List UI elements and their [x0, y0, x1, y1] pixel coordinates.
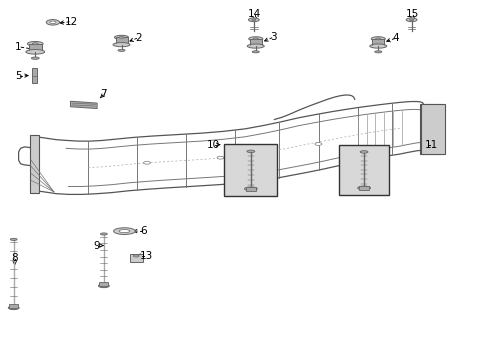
Bar	[116, 37, 127, 45]
Bar	[372, 39, 384, 46]
Bar	[420, 104, 440, 154]
Ellipse shape	[358, 186, 370, 190]
Ellipse shape	[371, 37, 385, 41]
Ellipse shape	[252, 51, 259, 53]
Bar	[99, 282, 108, 286]
Ellipse shape	[370, 44, 387, 48]
Text: 15: 15	[406, 9, 419, 19]
Text: 8: 8	[11, 253, 18, 264]
Ellipse shape	[217, 156, 224, 159]
Ellipse shape	[118, 49, 125, 51]
Ellipse shape	[253, 38, 258, 40]
Ellipse shape	[26, 50, 45, 54]
Ellipse shape	[100, 233, 107, 235]
Bar	[30, 135, 39, 193]
Ellipse shape	[410, 19, 414, 21]
Bar	[28, 44, 42, 52]
Ellipse shape	[248, 18, 259, 22]
Ellipse shape	[406, 18, 417, 22]
Ellipse shape	[245, 187, 257, 191]
Bar	[246, 187, 256, 191]
Ellipse shape	[266, 150, 273, 153]
Ellipse shape	[115, 35, 128, 40]
Ellipse shape	[247, 44, 264, 48]
Ellipse shape	[114, 228, 135, 234]
Bar	[9, 304, 18, 308]
Text: 14: 14	[248, 9, 262, 19]
Text: 13: 13	[139, 251, 153, 261]
Ellipse shape	[119, 230, 130, 233]
Ellipse shape	[249, 37, 263, 41]
Bar	[224, 144, 277, 196]
Text: 6: 6	[141, 226, 147, 236]
Ellipse shape	[8, 306, 19, 310]
Text: 2: 2	[135, 33, 142, 43]
Polygon shape	[71, 101, 97, 109]
Ellipse shape	[32, 43, 38, 45]
Ellipse shape	[315, 143, 322, 145]
Text: 9: 9	[94, 240, 100, 251]
Ellipse shape	[46, 19, 60, 25]
Bar	[130, 254, 143, 262]
Ellipse shape	[50, 21, 56, 23]
Bar	[359, 186, 369, 190]
Text: 10: 10	[207, 140, 220, 150]
Text: 12: 12	[64, 17, 78, 27]
Ellipse shape	[360, 150, 368, 153]
Text: 1: 1	[15, 42, 22, 52]
Text: 11: 11	[424, 140, 438, 150]
Ellipse shape	[252, 19, 256, 21]
Text: 3: 3	[270, 32, 277, 42]
Bar	[250, 39, 262, 46]
Text: 5: 5	[15, 71, 22, 81]
Ellipse shape	[27, 41, 43, 46]
Bar	[339, 145, 389, 195]
Ellipse shape	[376, 38, 381, 40]
Ellipse shape	[31, 57, 39, 59]
Ellipse shape	[98, 284, 109, 288]
Ellipse shape	[133, 255, 139, 257]
Ellipse shape	[10, 238, 17, 240]
Ellipse shape	[375, 51, 382, 53]
Bar	[421, 104, 445, 154]
Text: 4: 4	[392, 33, 399, 43]
Ellipse shape	[113, 42, 130, 47]
Text: 7: 7	[100, 89, 107, 99]
Ellipse shape	[247, 150, 255, 153]
Ellipse shape	[144, 161, 150, 164]
Ellipse shape	[119, 36, 124, 38]
Bar	[32, 68, 37, 83]
